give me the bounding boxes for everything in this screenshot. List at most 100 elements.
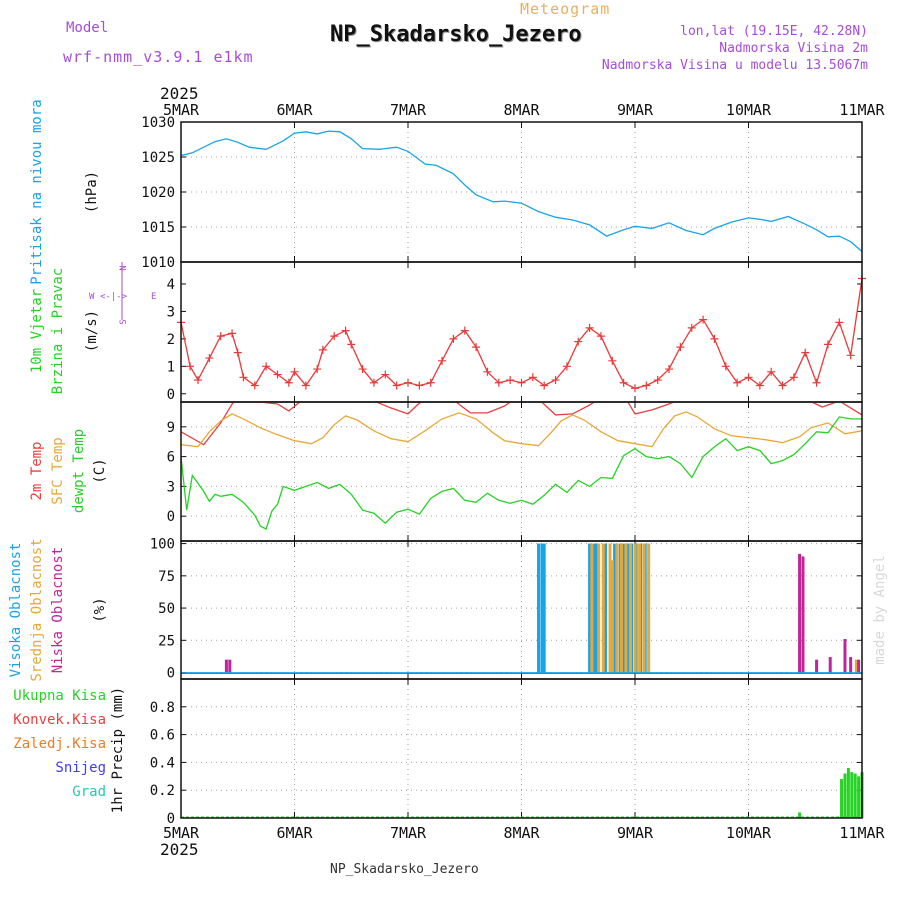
data-point xyxy=(228,329,237,338)
panel-3 xyxy=(180,540,863,680)
y-tick-label: 0.6 xyxy=(150,728,175,744)
location-coordinates: lon,lat (19.15E, 42.28N) xyxy=(680,24,868,39)
data-bar xyxy=(594,543,598,673)
data-point xyxy=(318,345,327,354)
ylabel-temp2m: 2m Temp xyxy=(29,441,45,500)
data-bar xyxy=(849,657,853,673)
data-point xyxy=(528,373,537,382)
ylabel-cloud-low: Niska Oblacnost xyxy=(50,547,66,673)
data-bar xyxy=(628,543,632,673)
y-tick-label: 0 xyxy=(167,509,175,525)
data-bar xyxy=(592,543,596,673)
y-tick-label: 1020 xyxy=(141,185,175,201)
ylabel-cloud-mid: Srednja Oblacnost xyxy=(29,538,45,681)
data-point xyxy=(404,378,412,387)
panel-frame xyxy=(180,678,863,819)
time-tick-bottom: 6MAR xyxy=(276,824,313,842)
data-bar xyxy=(608,543,612,673)
data-point xyxy=(233,348,242,357)
compass-west: W xyxy=(89,292,95,302)
data-point xyxy=(778,381,787,390)
data-bar xyxy=(615,543,619,673)
data-point xyxy=(341,326,350,335)
ylabel-pressure-unit: (hPa) xyxy=(84,171,100,213)
series-line xyxy=(181,402,862,446)
product-title: Meteogram xyxy=(520,0,611,18)
y-tick-label: 0.2 xyxy=(150,783,175,799)
y-tick-label: 0 xyxy=(167,666,175,682)
series-line xyxy=(181,416,862,531)
data-point xyxy=(216,332,225,341)
data-bar xyxy=(857,776,861,818)
data-point xyxy=(472,343,481,352)
data-bar xyxy=(846,767,850,818)
time-tick-top: 10MAR xyxy=(726,101,772,119)
data-point xyxy=(744,373,753,382)
data-bar xyxy=(626,543,630,673)
data-bar xyxy=(798,812,802,818)
data-point xyxy=(301,381,310,390)
time-tick-bottom: 7MAR xyxy=(390,824,427,842)
compass-arrows: <-|-> xyxy=(100,292,128,302)
data-bar xyxy=(601,543,605,673)
data-point xyxy=(330,332,339,341)
data-bar xyxy=(622,543,626,673)
model-name: wrf-nmm_v3.9.1 e1km xyxy=(63,48,254,66)
model-label: Model xyxy=(66,20,109,36)
data-point xyxy=(290,367,299,376)
data-point xyxy=(710,334,719,343)
data-bar xyxy=(597,543,601,673)
y-tick-label: 1025 xyxy=(141,150,175,166)
data-bar xyxy=(613,543,617,673)
data-bar xyxy=(542,543,546,673)
model-elevation: Nadmorska Visina u modelu 13.5067m xyxy=(601,58,868,73)
data-point xyxy=(313,365,322,374)
data-point xyxy=(789,373,798,382)
data-point xyxy=(721,362,730,371)
y-tick-label: 9 xyxy=(167,420,175,436)
data-bar xyxy=(633,543,637,673)
data-point xyxy=(250,381,259,390)
data-point xyxy=(801,348,810,357)
data-point xyxy=(574,337,583,346)
data-point xyxy=(551,376,560,385)
data-bar xyxy=(638,543,642,673)
data-point xyxy=(631,384,639,393)
y-tick-label: 3 xyxy=(167,479,175,495)
y-tick-label: 3 xyxy=(167,304,175,320)
data-point xyxy=(186,362,195,371)
data-bar xyxy=(619,543,623,673)
data-point xyxy=(392,381,401,390)
data-bar xyxy=(840,779,844,818)
data-bar xyxy=(537,543,541,673)
footer-station: NP_Skadarsko_Jezero xyxy=(330,862,479,877)
y-tick-label: 2 xyxy=(167,332,175,348)
time-tick-bottom: 5MAR xyxy=(163,824,200,842)
data-point xyxy=(517,378,526,387)
data-point xyxy=(381,370,390,379)
data-point xyxy=(483,367,492,376)
data-point xyxy=(284,378,293,387)
data-bar xyxy=(647,543,651,673)
data-bar xyxy=(828,657,832,673)
data-point xyxy=(460,326,469,335)
panel-1 xyxy=(177,261,866,403)
station-title: NP_Skadarsko_Jezero xyxy=(330,22,582,47)
data-bar xyxy=(854,659,858,673)
time-tick-top: 6MAR xyxy=(276,101,313,119)
precip-legend-item: Zaledj.Kisa xyxy=(13,736,106,752)
ylabel-cloud-high: Visoka Oblacnost xyxy=(8,543,24,678)
series-line xyxy=(181,130,862,252)
data-point xyxy=(540,381,549,390)
data-bar xyxy=(624,543,628,673)
y-tick-label: 1030 xyxy=(141,115,175,131)
time-tick-top: 9MAR xyxy=(617,101,654,119)
ylabel-wind-2: Brzina i Pravac xyxy=(50,268,66,394)
data-bar xyxy=(603,543,607,673)
compass-north: N xyxy=(119,265,129,270)
year-label-top: 2025 xyxy=(160,84,199,103)
data-point xyxy=(194,376,203,385)
data-point xyxy=(823,340,832,349)
data-point xyxy=(687,323,696,332)
